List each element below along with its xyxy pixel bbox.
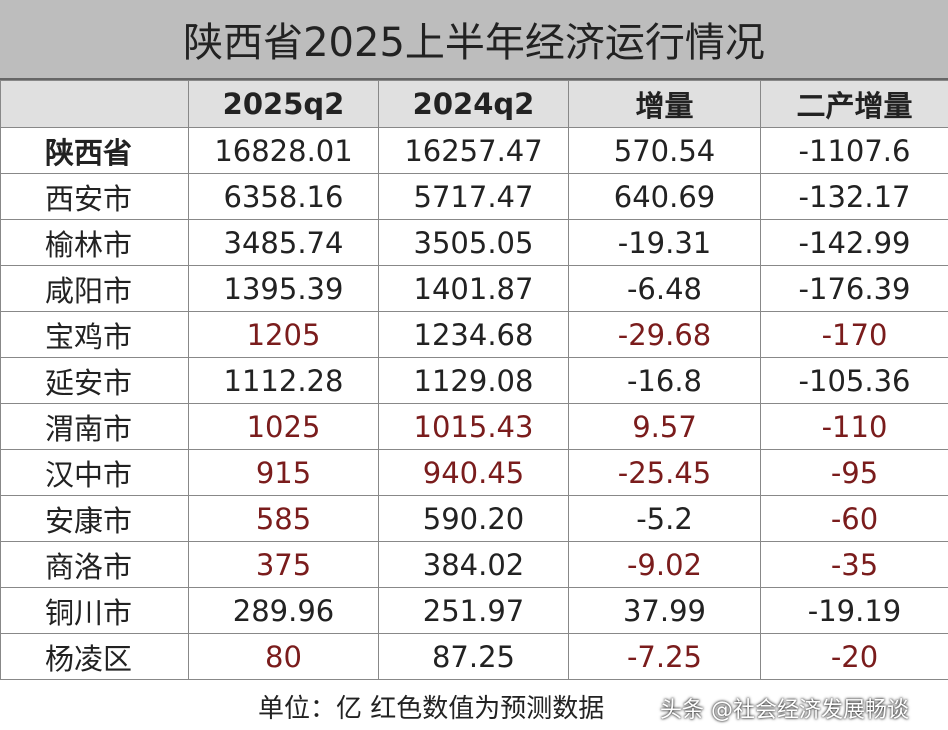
table-cell: 1205 (188, 311, 379, 358)
table-cell: -16.8 (568, 357, 761, 404)
table-cell: 1112.28 (188, 357, 379, 404)
table-row: 榆林市 3485.74 3505.05 -19.31 -142.99 (0, 219, 948, 266)
table-cell: 1025 (188, 403, 379, 450)
table-cell: -176.39 (760, 265, 948, 312)
table-cell: 1234.68 (378, 311, 569, 358)
title: 陕西省2025上半年经济运行情况 (0, 0, 948, 80)
table-row: 铜川市 289.96 251.97 37.99 -19.19 (0, 587, 948, 634)
table-row: 商洛市 375 384.02 -9.02 -35 (0, 541, 948, 588)
table-row: 渭南市 1025 1015.43 9.57 -110 (0, 403, 948, 450)
watermark: 头条 @社会经济发展畅谈 (660, 698, 909, 723)
table-cell: 1129.08 (378, 357, 569, 404)
table-cell: 80 (188, 633, 379, 680)
row-label: 渭南市 (0, 403, 189, 450)
table-cell: -20 (760, 633, 948, 680)
table-row: 宝鸡市 1205 1234.68 -29.68 -170 (0, 311, 948, 358)
table-cell: 87.25 (378, 633, 569, 680)
table-row: 咸阳市 1395.39 1401.87 -6.48 -176.39 (0, 265, 948, 312)
header-cell: 增量 (568, 80, 761, 128)
table-cell: 251.97 (378, 587, 569, 634)
table-cell: -142.99 (760, 219, 948, 266)
table-cell: -9.02 (568, 541, 761, 588)
table-cell: 6358.16 (188, 173, 379, 220)
table-cell: -95 (760, 449, 948, 496)
table-cell: 16828.01 (188, 127, 379, 174)
table-cell: -19.31 (568, 219, 761, 266)
table-cell: -19.19 (760, 587, 948, 634)
data-table: 2025q2 2024q2 增量 二产增量 陕西省 16828.01 16257.47 57… (0, 80, 948, 680)
table-row: 西安市 6358.16 5717.47 640.69 -132.17 (0, 173, 948, 220)
header-cell: 二产增量 (760, 80, 948, 128)
table-cell: 1395.39 (188, 265, 379, 312)
row-label: 延安市 (0, 357, 189, 404)
table-row: 杨凌区 80 87.25 -7.25 -20 (0, 633, 948, 680)
row-label: 安康市 (0, 495, 189, 542)
table-cell: -25.45 (568, 449, 761, 496)
footer: 单位：亿 红色数值为预测数据 头条 @社会经济发展畅谈 (0, 680, 948, 730)
row-label: 宝鸡市 (0, 311, 189, 358)
row-label: 西安市 (0, 173, 189, 220)
table-cell: 384.02 (378, 541, 569, 588)
row-label: 杨凌区 (0, 633, 189, 680)
table-cell: 1015.43 (378, 403, 569, 450)
table-cell: 940.45 (378, 449, 569, 496)
table-cell: 570.54 (568, 127, 761, 174)
table-cell: 289.96 (188, 587, 379, 634)
header-row: 2025q2 2024q2 增量 二产增量 (0, 80, 948, 128)
header-cell: 2025q2 (188, 80, 379, 128)
table-row: 陕西省 16828.01 16257.47 570.54 -1107.6 (0, 127, 948, 174)
table-cell: -170 (760, 311, 948, 358)
row-label: 咸阳市 (0, 265, 189, 312)
header-cell (0, 80, 189, 128)
table-cell: 5717.47 (378, 173, 569, 220)
table-cell: -5.2 (568, 495, 761, 542)
table-cell: -6.48 (568, 265, 761, 312)
table-cell: 1401.87 (378, 265, 569, 312)
table-cell: 375 (188, 541, 379, 588)
table-cell: -35 (760, 541, 948, 588)
table-cell: -105.36 (760, 357, 948, 404)
table-cell: -1107.6 (760, 127, 948, 174)
table-cell: 37.99 (568, 587, 761, 634)
row-label: 汉中市 (0, 449, 189, 496)
table-row: 延安市 1112.28 1129.08 -16.8 -105.36 (0, 357, 948, 404)
table-cell: 3505.05 (378, 219, 569, 266)
table-cell: 585 (188, 495, 379, 542)
table-row: 安康市 585 590.20 -5.2 -60 (0, 495, 948, 542)
table-cell: 16257.47 (378, 127, 569, 174)
table-cell: -7.25 (568, 633, 761, 680)
table-cell: -110 (760, 403, 948, 450)
table-row: 汉中市 915 940.45 -25.45 -95 (0, 449, 948, 496)
table-cell: -132.17 (760, 173, 948, 220)
table-cell: 3485.74 (188, 219, 379, 266)
unit-note: 单位：亿 红色数值为预测数据 (258, 694, 605, 724)
row-label: 商洛市 (0, 541, 189, 588)
table-cell: -60 (760, 495, 948, 542)
header-cell: 2024q2 (378, 80, 569, 128)
table-cell: 915 (188, 449, 379, 496)
table-cell: 640.69 (568, 173, 761, 220)
row-label: 铜川市 (0, 587, 189, 634)
table-cell: 590.20 (378, 495, 569, 542)
row-label: 榆林市 (0, 219, 189, 266)
table-cell: -29.68 (568, 311, 761, 358)
table-cell: 9.57 (568, 403, 761, 450)
row-label: 陕西省 (0, 127, 189, 174)
